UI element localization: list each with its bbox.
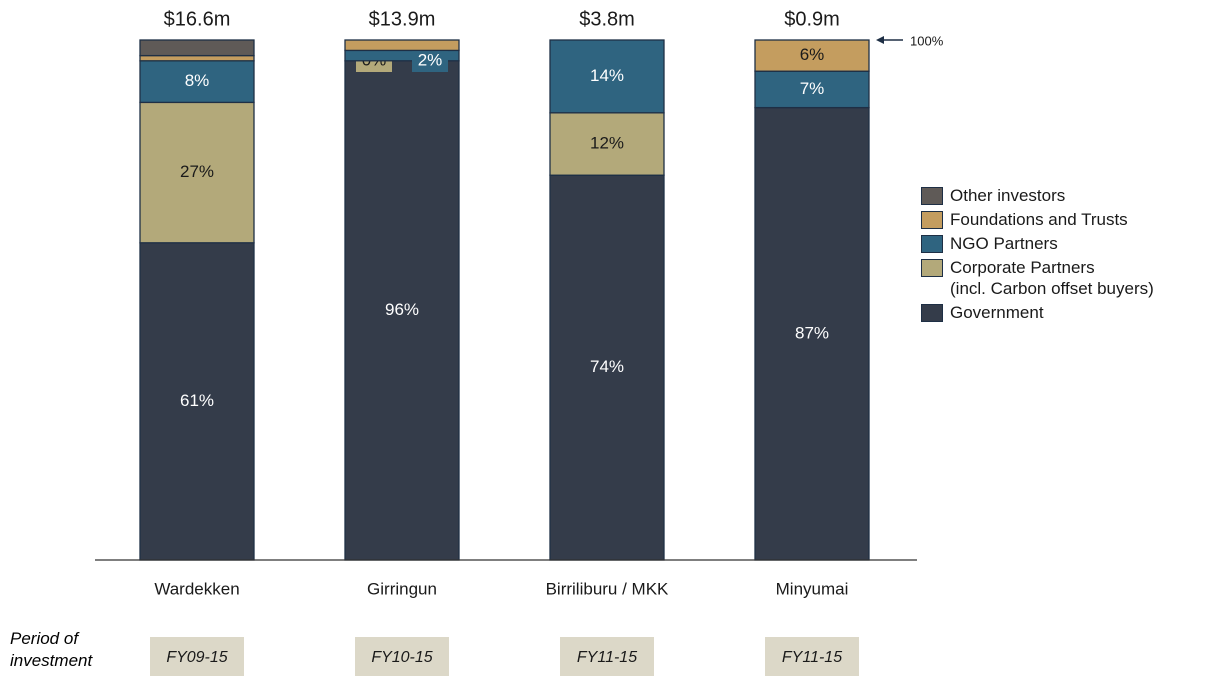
legend: Other investors Foundations and Trusts NGO… xyxy=(921,185,1154,326)
legend-swatch xyxy=(921,211,943,229)
x-tick-label: Minyumai xyxy=(776,579,849,598)
legend-item: Foundations and Trusts xyxy=(921,209,1154,230)
bar-segment xyxy=(344,60,460,561)
period: FY09-15 xyxy=(166,649,227,666)
legend-swatch xyxy=(921,235,943,253)
legend-label: Foundations and Trusts xyxy=(950,210,1128,229)
legend-label: Government xyxy=(950,303,1044,322)
x-tick-label: Wardekken xyxy=(154,579,239,598)
legend-item: Other investors xyxy=(921,185,1154,206)
period: FY10-15 xyxy=(371,649,432,666)
bar-segment xyxy=(344,39,460,52)
legend-swatch xyxy=(921,259,943,277)
bar-segment xyxy=(139,101,255,244)
arrow-head xyxy=(876,36,884,44)
legend-item: NGO Partners xyxy=(921,233,1154,254)
bar-segment xyxy=(139,242,255,561)
data-label: 12% xyxy=(590,133,624,152)
bar-segment xyxy=(549,174,665,561)
bar-segment xyxy=(754,106,870,561)
legend-item: Government xyxy=(921,302,1154,323)
period-box xyxy=(150,637,244,676)
data-label: 96% xyxy=(385,300,419,319)
bar-segment xyxy=(549,39,665,114)
data-label: 7% xyxy=(800,79,825,98)
legend-label: NGO Partners xyxy=(950,234,1058,253)
data-label: 27% xyxy=(180,162,214,181)
data-label: 6% xyxy=(800,45,825,64)
data-label: 74% xyxy=(590,357,624,376)
period-box xyxy=(765,637,859,676)
data-label: 2% xyxy=(418,50,443,69)
period: FY11-15 xyxy=(577,649,637,666)
bar-segment xyxy=(139,54,255,62)
total-label: $3.8m xyxy=(579,8,635,30)
data-label-box xyxy=(412,50,448,72)
annotation: 100% xyxy=(910,33,944,48)
legend-label: Corporate Partners (incl. Carbon offset … xyxy=(950,258,1154,298)
bar-segment xyxy=(139,39,255,57)
bar-segment xyxy=(754,70,870,109)
period-label: Period of investment xyxy=(10,629,93,670)
data-label: 8% xyxy=(185,71,210,90)
legend-item: Corporate Partners (incl. Carbon offset … xyxy=(921,257,1154,299)
period-box xyxy=(355,637,449,676)
total-label: $0.9m xyxy=(784,8,840,30)
bar-segment xyxy=(549,112,665,176)
legend-swatch xyxy=(921,187,943,205)
data-label: 14% xyxy=(590,66,624,85)
legend-label: Other investors xyxy=(950,186,1066,205)
data-label: 61% xyxy=(180,391,214,410)
data-label: 87% xyxy=(795,323,829,342)
total-label: $13.9m xyxy=(369,8,436,30)
legend-swatch xyxy=(921,304,943,322)
bar-segment xyxy=(754,39,870,72)
period-box xyxy=(560,637,654,676)
period: FY11-15 xyxy=(782,649,842,666)
x-tick-label: Birriliburu / MKK xyxy=(546,579,669,598)
total-label: $16.6m xyxy=(164,8,231,30)
x-tick-label: Girringun xyxy=(367,579,437,598)
